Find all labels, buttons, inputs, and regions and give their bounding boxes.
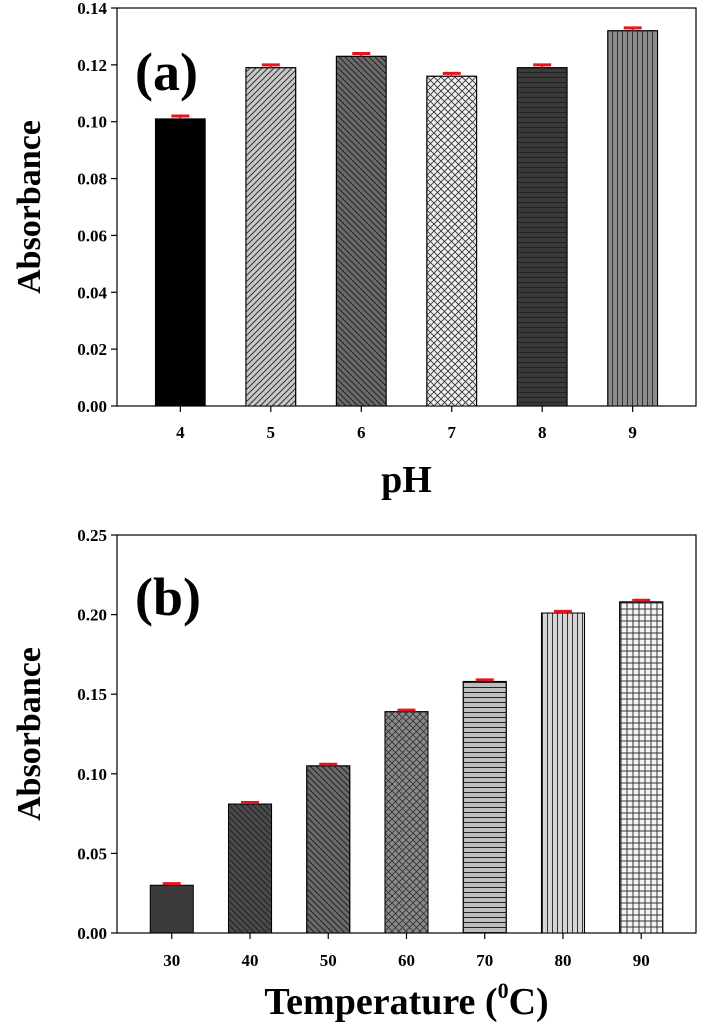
y-tick-label: 0.02 [77, 340, 107, 359]
y-tick-label: 0.10 [77, 765, 107, 784]
y-tick-label: 0.00 [77, 397, 107, 416]
bar [149, 884, 194, 934]
bar-pattern [227, 803, 273, 934]
x-tick-label: 60 [398, 951, 415, 970]
x-tick-label: 6 [357, 423, 366, 442]
bar-pattern [540, 612, 586, 934]
plot-frame [116, 7, 697, 407]
x-tick-label: 40 [242, 951, 259, 970]
x-tick-label: 7 [447, 423, 456, 442]
x-axis-title: pH [381, 459, 432, 501]
bar-pattern [619, 601, 664, 934]
y-tick-label: 0.08 [77, 170, 107, 189]
y-tick-label: 0.15 [77, 685, 107, 704]
y-axis-title: Absorbance [11, 647, 48, 821]
bar [154, 118, 206, 407]
chart-panel-a: 0.00 0.02 0.04 0.06 0.08 0.10 0.12 0.14 4 5 6 7 8 9 (a… [11, 0, 697, 501]
y-tick-label: 0.06 [77, 226, 107, 245]
x-tick-label: 8 [538, 423, 547, 442]
panel-label: (b) [135, 567, 201, 627]
x-tick-label: 80 [554, 951, 571, 970]
x-tick-label: 70 [476, 951, 493, 970]
y-tick-label: 0.25 [77, 526, 107, 545]
x-axis-title-suffix: C) [509, 981, 549, 1023]
bar-pattern [426, 75, 478, 407]
y-tick-label: 0.00 [77, 924, 107, 943]
y-tick-label: 0.12 [77, 56, 107, 75]
bar-pattern [335, 55, 387, 407]
chart-panel-b: 0.00 0.05 0.10 0.15 0.20 0.25 30 40 50 60 70 80 90 (b… [11, 526, 697, 1023]
x-tick-label: 30 [163, 951, 180, 970]
bar-pattern [306, 765, 351, 934]
x-axis-title-main: pH [381, 459, 432, 501]
bar-pattern [607, 30, 659, 407]
x-tick-label: 4 [176, 423, 185, 442]
x-tick-label: 9 [628, 423, 637, 442]
y-tick-label: 0.14 [77, 0, 107, 18]
y-tick-label: 0.04 [77, 283, 107, 302]
x-axis-title-superscript: 0 [498, 978, 509, 1003]
y-tick-label: 0.10 [77, 113, 107, 132]
bar-pattern [384, 711, 429, 934]
bar-pattern [516, 67, 568, 407]
y-tick-label: 0.05 [77, 844, 107, 863]
x-tick-label: 50 [320, 951, 337, 970]
x-axis-title: Temperature (0C) [264, 978, 548, 1023]
bar-pattern [462, 680, 507, 934]
x-tick-label: 90 [633, 951, 650, 970]
y-axis-title: Absorbance [11, 120, 48, 294]
x-axis-title-main: Temperature ( [264, 981, 497, 1023]
panel-label: (a) [135, 42, 198, 102]
x-tick-label: 5 [267, 423, 276, 442]
bar-pattern [245, 67, 297, 407]
y-tick-label: 0.20 [77, 606, 107, 625]
